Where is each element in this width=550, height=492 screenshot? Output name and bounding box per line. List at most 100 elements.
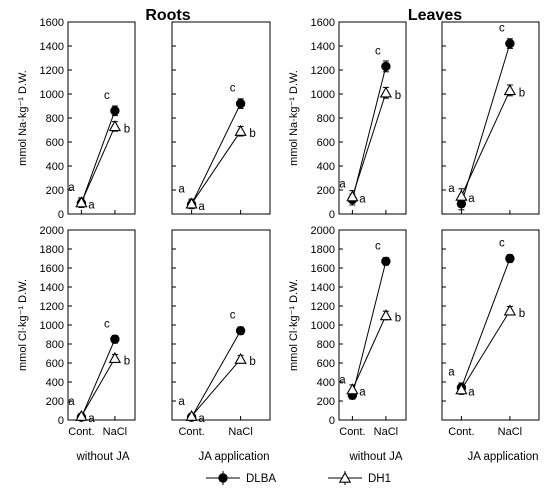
significance-letter: b (124, 355, 130, 367)
series-DH1: ab (455, 84, 525, 205)
x-tick-label: Cont. (448, 426, 474, 438)
significance-letter: a (448, 367, 455, 379)
y-tick-label: 1800 (311, 244, 335, 256)
data-point-DLBA (235, 326, 246, 336)
y-tick-label: 0 (58, 415, 64, 427)
significance-letter: c (104, 318, 110, 330)
y-tick-label: 1600 (40, 17, 64, 29)
series-line (460, 43, 511, 204)
data-point-DH1 (108, 120, 122, 132)
significance-letter: a (68, 396, 75, 408)
significance-letter: b (519, 87, 525, 99)
y-tick-label: 600 (317, 358, 335, 370)
data-point-DH1 (455, 189, 468, 201)
data-point-DLBA (110, 334, 120, 344)
series-DH1: ab (75, 351, 130, 425)
y-tick-label: 1200 (311, 301, 335, 313)
significance-letter: c (230, 310, 236, 322)
significance-letter: a (339, 179, 346, 191)
series-DH1: ab (346, 309, 401, 399)
y-tick-label: 200 (317, 396, 335, 408)
significance-letter: a (468, 387, 475, 399)
data-point-DH1 (346, 383, 359, 395)
x-tick-label: Cont. (178, 426, 204, 438)
significance-letter: b (519, 308, 525, 320)
plot-frame (67, 229, 136, 421)
series-DH1: ab (346, 86, 401, 206)
x-tick-label: Cont. (339, 426, 365, 438)
y-tick-label: 0 (329, 209, 335, 221)
leaves-title: Leaves (408, 7, 462, 24)
series-DLBA: ac (448, 23, 515, 211)
series-line (351, 315, 387, 390)
y-tick-label: 200 (317, 185, 335, 197)
series-DLBA: ac (178, 83, 246, 210)
condition-label-leaves-without-ja: without JA (348, 451, 402, 463)
legend-item-DH1: DH1 (328, 471, 391, 485)
series-DLBA: ac (339, 240, 391, 400)
x-tick-label: NaCl (103, 426, 127, 438)
data-point-DH1 (379, 309, 393, 321)
data-point-DH1 (75, 409, 88, 421)
significance-letter: c (104, 90, 110, 102)
series-line (460, 90, 511, 197)
panel-roots-cl-without-ja: 0 200 400 600 800 1000 1200 1400 1600 1800 2000 Con… (17, 225, 136, 438)
series-line (80, 126, 116, 203)
data-point-DH1 (108, 351, 122, 363)
series-DH1: ab (455, 304, 525, 399)
x-tick-label: Cont. (68, 426, 94, 438)
y-tick-label: 2000 (40, 225, 64, 237)
y-tick-label: 1000 (40, 320, 64, 332)
data-point-DH1 (75, 196, 88, 208)
data-point-DH1 (185, 197, 198, 209)
y-tick-label: 800 (317, 339, 335, 351)
series-line (351, 261, 387, 396)
data-point-DH1 (503, 304, 517, 316)
series-line (351, 92, 387, 197)
series-DLBA: ac (339, 45, 391, 206)
significance-letter: a (88, 413, 95, 425)
y-tick-label: 800 (317, 113, 335, 125)
significance-letter: a (468, 193, 475, 205)
significance-letter: b (249, 356, 255, 368)
roots-title: Roots (145, 7, 190, 24)
data-point-DH1 (234, 352, 247, 364)
condition-label-leaves-ja-application: JA application (468, 451, 539, 463)
series-DH1: ab (185, 124, 256, 213)
series-DH1: ab (185, 352, 256, 425)
legend-marker-icon (338, 471, 352, 483)
plot-frame (441, 21, 540, 215)
series-line (191, 358, 241, 417)
y-tick-label: 200 (46, 396, 64, 408)
data-point-DLBA (381, 61, 391, 72)
series-line (80, 110, 116, 204)
y-tick-label: 600 (46, 137, 64, 149)
plot-frame (67, 21, 136, 215)
significance-letter: c (499, 23, 505, 35)
y-tick-label: 1800 (40, 244, 64, 256)
x-tick-label: NaCl (228, 426, 252, 438)
significance-letter: a (198, 201, 205, 213)
series-DLBA: ac (68, 318, 120, 422)
y-tick-label: 1600 (40, 263, 64, 275)
significance-letter: a (178, 396, 185, 408)
y-tick-label: 600 (317, 137, 335, 149)
significance-letter: b (249, 128, 255, 140)
y-tick-label: 1400 (311, 282, 335, 294)
data-point-DH1 (185, 409, 198, 421)
significance-letter: a (339, 374, 346, 386)
data-point-DLBA (505, 38, 515, 49)
condition-label-roots-without-ja: without JA (75, 451, 129, 463)
y-tick-label: 1000 (40, 89, 64, 101)
significance-letter: a (68, 182, 75, 194)
series-line (191, 130, 242, 205)
series-DLBA: ac (68, 90, 120, 208)
data-point-DH1 (346, 190, 359, 202)
y-tick-label: 400 (317, 377, 335, 389)
plot-frame (171, 21, 271, 215)
significance-letter: c (499, 238, 505, 250)
series-line (460, 258, 511, 388)
y-tick-label: 0 (58, 209, 64, 221)
legend-marker-icon (218, 473, 228, 483)
